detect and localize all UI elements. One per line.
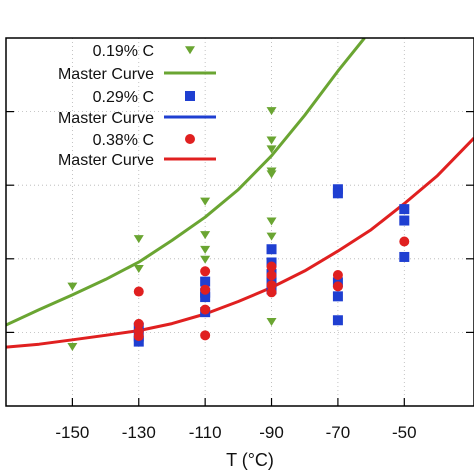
data-point-circle xyxy=(200,284,211,295)
x-tick-label: -50 xyxy=(392,423,417,442)
data-point-triangle-down xyxy=(133,235,144,244)
legend-label: Master Curve xyxy=(58,110,154,127)
data-point-circle xyxy=(332,269,343,280)
legend-label: Master Curve xyxy=(58,152,154,169)
x-tick-label: -90 xyxy=(259,423,284,442)
x-tick-label: -150 xyxy=(55,423,89,442)
data-point-triangle-down xyxy=(266,107,277,116)
data-point-triangle-down xyxy=(266,217,277,226)
legend: 0.19% C Master Curve 0.29% C Master Curve 0.… xyxy=(58,43,216,169)
data-point-triangle-down xyxy=(200,197,211,206)
data-point-triangle-down xyxy=(67,343,78,352)
master-curves xyxy=(6,38,474,349)
data-point-square xyxy=(399,251,410,262)
data-point-triangle-down xyxy=(266,136,277,145)
master-curve-line xyxy=(6,137,474,349)
data-point-triangle-down xyxy=(67,282,78,291)
data-point-triangle-down xyxy=(200,231,211,240)
data-point-triangle-down xyxy=(266,232,277,241)
x-tick-label: -110 xyxy=(189,423,222,442)
legend-marker xyxy=(185,134,195,144)
data-point-circle xyxy=(200,330,211,341)
data-point-square xyxy=(200,276,211,287)
legend-label: 0.38% C xyxy=(93,132,154,149)
master-curve-line xyxy=(6,38,366,327)
plot-frame xyxy=(5,37,474,407)
legend-label: 0.29% C xyxy=(93,89,154,106)
data-point-square xyxy=(133,336,144,347)
data-point-circle xyxy=(200,266,211,277)
data-points xyxy=(67,107,410,352)
x-tick-label: -70 xyxy=(326,423,351,442)
data-point-square xyxy=(399,204,410,215)
data-point-square xyxy=(332,315,343,326)
data-point-circle xyxy=(266,287,277,298)
data-point-square xyxy=(200,292,211,303)
x-tick-label: -130 xyxy=(122,423,156,442)
data-point-triangle-down xyxy=(266,317,277,326)
data-point-circle xyxy=(399,236,410,247)
data-point-circle xyxy=(133,331,144,342)
data-point-triangle-down xyxy=(133,264,144,273)
legend-marker xyxy=(185,46,195,55)
data-point-circle xyxy=(133,286,144,297)
data-point-circle xyxy=(200,304,211,315)
x-axis-title: T (°C) xyxy=(226,450,274,470)
legend-marker xyxy=(185,91,195,101)
data-point-triangle-down xyxy=(200,255,211,264)
data-point-square xyxy=(332,291,343,302)
data-point-triangle-down xyxy=(266,170,277,179)
x-axis-ticks: -150 -130 -110 -90 -70 -50 xyxy=(6,110,474,442)
data-point-circle xyxy=(332,281,343,292)
data-point-square xyxy=(399,215,410,226)
data-point-circle xyxy=(133,318,144,329)
data-point-triangle-down xyxy=(266,145,277,154)
data-point-square xyxy=(332,188,343,199)
legend-label: Master Curve xyxy=(58,66,154,83)
data-point-square xyxy=(266,244,277,255)
data-point-triangle-down xyxy=(200,245,211,254)
data-point-circle xyxy=(266,270,277,281)
data-point-circle xyxy=(266,261,277,272)
legend-label: 0.19% C xyxy=(93,43,154,60)
data-point-circle xyxy=(266,280,277,291)
